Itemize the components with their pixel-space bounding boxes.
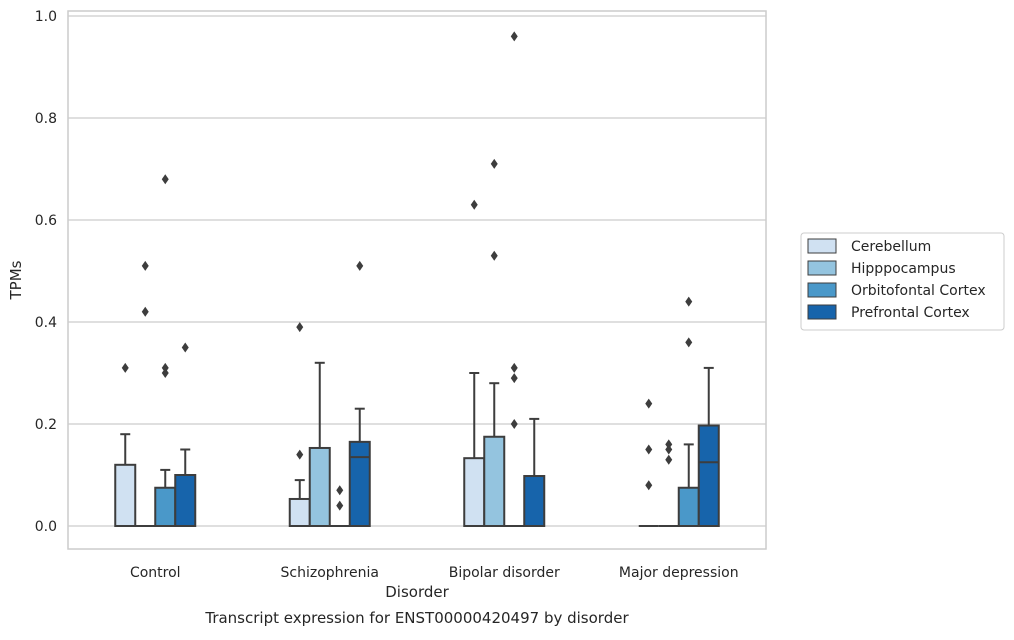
outlier-point	[336, 500, 344, 511]
legend-swatch	[807, 260, 837, 276]
chart-caption: Transcript expression for ENST0000042049…	[204, 609, 629, 627]
outlier-point	[296, 322, 304, 333]
outlier-point	[510, 362, 518, 373]
outlier-point	[645, 480, 653, 491]
box-group	[288, 322, 311, 528]
outlier-point	[470, 199, 478, 210]
outlier-point	[121, 362, 129, 373]
plot-area	[114, 31, 720, 528]
x-tick-label: Bipolar disorder	[449, 565, 560, 581]
legend-swatch	[807, 304, 837, 320]
legend: Cerebellum Hipppocampus Orbitofontal Corte…	[800, 232, 1005, 331]
y-tick-label: 0.0	[35, 519, 57, 535]
x-axis-label: Disorder	[385, 583, 449, 601]
legend-item: Prefrontal Cortex	[807, 304, 970, 321]
outlier-point	[685, 296, 693, 307]
outlier-point	[141, 306, 149, 317]
box-group	[523, 417, 546, 527]
box	[308, 446, 331, 527]
legend-item: Orbitofontal Cortex	[807, 282, 986, 299]
box	[348, 440, 371, 528]
outlier-point	[336, 485, 344, 496]
legend-label: Orbitofontal Cortex	[851, 283, 986, 299]
outlier-point	[490, 158, 498, 169]
box-group	[658, 439, 679, 527]
outlier-point	[685, 337, 693, 348]
y-tick-label: 0.2	[35, 417, 57, 433]
x-tick-label: Major depression	[619, 565, 739, 581]
box-group	[308, 361, 331, 527]
box-group	[697, 366, 720, 527]
x-tick-label: Schizophrenia	[281, 565, 379, 581]
box	[677, 486, 700, 527]
box-group	[174, 342, 197, 527]
box-group	[329, 485, 350, 527]
outlier-point	[645, 398, 653, 409]
box	[697, 424, 720, 527]
legend-label: Prefrontal Cortex	[851, 305, 970, 321]
legend-label: Cerebellum	[851, 239, 931, 255]
box-group	[638, 398, 659, 527]
box-group	[135, 260, 156, 527]
outlier-point	[161, 368, 169, 378]
outlier-point	[665, 454, 673, 465]
box	[288, 497, 311, 528]
plot-frame	[67, 10, 767, 550]
x-tick-label: Control	[130, 565, 181, 581]
outlier-point	[665, 439, 673, 450]
legend-swatch	[807, 282, 837, 298]
outlier-point	[161, 174, 169, 185]
legend-swatch	[807, 238, 837, 254]
y-axis-ticks: 0.0 0.2 0.4 0.6 0.8 1.0	[35, 9, 57, 535]
box	[463, 457, 486, 528]
x-axis-ticks: Control Schizophrenia Bipolar disorder Majo…	[130, 565, 739, 581]
legend-item: Cerebellum	[807, 238, 931, 255]
outlier-point	[296, 449, 304, 460]
box	[523, 475, 546, 527]
outlier-point	[510, 373, 518, 384]
box-group	[504, 31, 525, 527]
legend-frame	[800, 232, 1005, 331]
outlier-point	[665, 444, 673, 455]
box-group	[483, 158, 506, 527]
outlier-point	[490, 250, 498, 261]
legend-item: Hipppocampus	[807, 260, 956, 277]
outlier-point	[510, 31, 518, 42]
box	[114, 463, 137, 527]
box	[483, 435, 506, 527]
y-axis-label: TPMs	[7, 260, 25, 300]
y-tick-label: 1.0	[35, 9, 57, 25]
outlier-point	[161, 362, 169, 373]
legend-label: Hipppocampus	[851, 261, 956, 277]
y-tick-label: 0.8	[35, 111, 57, 127]
outlier-point	[645, 444, 653, 455]
box-group	[348, 260, 371, 528]
box	[174, 474, 197, 527]
outlier-point	[181, 342, 189, 353]
outlier-point	[356, 260, 364, 271]
box-group	[114, 362, 137, 527]
y-tick-label: 0.4	[35, 315, 57, 331]
outlier-point	[141, 260, 149, 271]
y-tick-label: 0.6	[35, 213, 57, 229]
box	[154, 486, 177, 527]
outlier-point	[510, 419, 518, 429]
